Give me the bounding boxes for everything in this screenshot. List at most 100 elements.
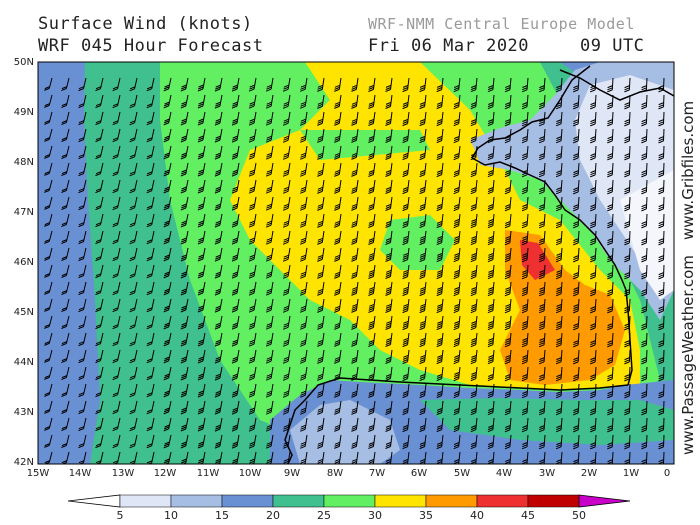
wind-barb	[470, 196, 478, 212]
wind-barb	[453, 247, 461, 263]
wind-barb	[180, 434, 189, 449]
wind-barb	[214, 349, 223, 364]
wind-barb	[368, 264, 376, 279]
wind-barb	[453, 145, 461, 161]
wind-barb	[44, 417, 53, 431]
wind-barb	[436, 213, 444, 229]
wind-barb	[487, 230, 495, 246]
wind-barb	[300, 213, 308, 228]
wind-barb	[624, 94, 631, 110]
wind-barb	[590, 400, 597, 416]
wind-barb	[351, 315, 359, 330]
wind-barb	[658, 383, 665, 399]
wind-barb	[607, 400, 614, 416]
wind-barb	[265, 264, 274, 279]
wind-barb	[231, 128, 240, 143]
wind-barb	[282, 162, 291, 177]
wind-barb	[334, 281, 342, 296]
wind-barb	[351, 298, 359, 313]
wind-barb	[317, 162, 325, 177]
wind-barb	[573, 247, 580, 263]
wind-barb	[368, 298, 376, 313]
wind-barb	[641, 230, 648, 246]
wind-barb	[44, 94, 53, 108]
wind-barb	[521, 94, 529, 110]
wind-barb	[231, 247, 240, 262]
wind-barb	[555, 196, 563, 212]
wind-barb	[487, 264, 495, 280]
wind-barb	[300, 315, 308, 330]
wind-barb	[197, 230, 206, 245]
wind-barb	[641, 213, 648, 229]
colorbar-bin-20-25	[272, 494, 325, 508]
wind-barb	[334, 383, 342, 398]
wind-barb	[368, 179, 376, 194]
wind-barb	[521, 196, 529, 212]
wind-barb	[590, 281, 597, 297]
wind-barb	[282, 434, 291, 449]
wind-barb	[504, 451, 512, 464]
wind-barb	[658, 94, 665, 110]
wind-barb	[197, 77, 206, 92]
wind-barb	[385, 417, 393, 432]
lon-label-2w: 2W	[580, 468, 598, 479]
wind-barb	[538, 383, 546, 399]
wind-barb	[351, 434, 359, 449]
wind-barb	[607, 349, 614, 365]
wind-barb	[453, 179, 461, 195]
wind-barb	[44, 332, 53, 346]
wind-barb	[470, 417, 478, 433]
wind-barb	[402, 162, 410, 178]
wind-barb	[555, 400, 563, 416]
wind-barb	[282, 111, 291, 126]
wind-barb	[44, 366, 53, 380]
wind-barb	[248, 247, 257, 262]
wind-barb	[624, 179, 631, 195]
wind-barb	[470, 128, 478, 144]
lat-label-47n: 47N	[13, 207, 34, 218]
wind-barb	[624, 145, 631, 161]
wind-barb	[658, 77, 665, 93]
wind-barb	[112, 417, 121, 432]
wind-barb	[487, 281, 495, 297]
wind-barb	[112, 383, 121, 398]
wind-barb	[300, 162, 308, 177]
wind-barb	[504, 434, 512, 450]
wind-barb	[334, 196, 342, 211]
wind-barb	[146, 77, 155, 92]
wind-barb	[521, 281, 529, 297]
lon-label-4w: 4W	[495, 468, 513, 479]
wind-barb	[334, 264, 342, 279]
wind-barb	[61, 298, 70, 312]
wind-barb	[317, 179, 325, 194]
wind-barb	[504, 94, 512, 110]
wind-barb	[641, 179, 648, 195]
wind-barb	[573, 298, 580, 314]
wind-barb	[504, 111, 512, 127]
wind-barb	[436, 366, 444, 382]
wind-barb	[641, 196, 648, 212]
wind-barb	[300, 366, 308, 381]
wind-barb	[214, 145, 223, 160]
wind-barb	[231, 145, 240, 160]
wind-barb	[265, 315, 274, 330]
wind-barb	[607, 179, 614, 195]
wind-barb	[368, 111, 376, 126]
wind-barb	[265, 145, 274, 160]
wind-barb	[248, 77, 257, 92]
wind-barb	[351, 162, 359, 177]
wind-barb	[658, 196, 665, 212]
wind-barb	[385, 383, 393, 398]
wind-barb	[385, 281, 393, 296]
wind-barb	[419, 366, 427, 382]
wind-barb	[521, 383, 529, 399]
wind-barb	[197, 332, 206, 347]
wind-barb	[436, 230, 444, 246]
wind-barb	[641, 451, 648, 464]
wind-barb	[300, 111, 308, 126]
wind-barb	[334, 434, 342, 449]
wind-barb	[266, 451, 274, 464]
wind-barb	[419, 230, 427, 246]
wind-barb	[385, 434, 393, 449]
wind-barb	[573, 451, 580, 464]
